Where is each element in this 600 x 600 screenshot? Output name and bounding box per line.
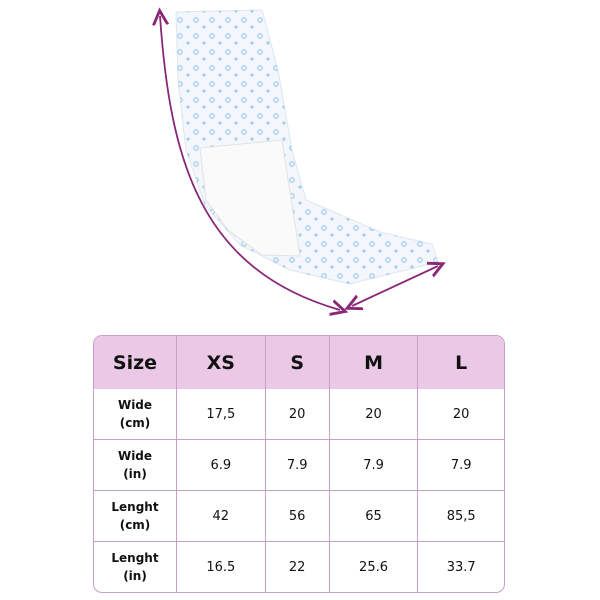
table-cell: 7.9	[418, 440, 504, 491]
table-row: Wide (in) 6.9 7.9 7.9 7.9	[94, 440, 504, 491]
row-label-line: (cm)	[119, 416, 151, 430]
row-label-line: (in)	[123, 569, 147, 583]
header-cell: Size	[94, 336, 177, 389]
table-cell: 42	[177, 491, 266, 542]
header-cell: L	[418, 336, 504, 389]
table-cell: 22	[266, 542, 330, 592]
table-cell: 20	[418, 389, 504, 440]
table-cell: 16.5	[177, 542, 266, 592]
table-cell: 25.6	[330, 542, 419, 592]
row-label: Wide (cm)	[94, 389, 177, 440]
table-cell: 17,5	[177, 389, 266, 440]
size-table: Size XS S M L Wide (cm) 17,5 20 20 20 Wide (in) 6.9 7…	[93, 335, 505, 593]
table-cell: 85,5	[418, 491, 504, 542]
row-label: Wide (in)	[94, 440, 177, 491]
row-label-line: Lenght	[111, 500, 159, 514]
row-label-line: (in)	[123, 467, 147, 481]
table-cell: 20	[329, 389, 419, 440]
table-row: Wide (cm) 17,5 20 20 20	[94, 389, 504, 440]
table-row: Lenght (in) 16.5 22 25.6 33.7	[94, 542, 504, 592]
row-label-line: Wide	[117, 449, 153, 463]
header-row: Size XS S M L	[94, 336, 504, 389]
row-label-line: (cm)	[119, 518, 151, 532]
row-label: Lenght (cm)	[94, 491, 177, 542]
table-cell: 56	[265, 491, 330, 542]
row-label-line: Lenght	[111, 551, 159, 565]
row-label: Lenght (in)	[94, 542, 177, 592]
table-cell: 65	[329, 491, 419, 542]
header-cell: S	[265, 336, 330, 389]
header-cell: XS	[177, 336, 266, 389]
product-picture	[0, 0, 600, 330]
table-cell: 7.9	[329, 440, 419, 491]
row-label-line: Wide	[117, 398, 153, 412]
header-cell: M	[329, 336, 419, 389]
table-cell: 7.9	[265, 440, 330, 491]
table-cell: 6.9	[177, 440, 266, 491]
table-cell: 20	[265, 389, 330, 440]
table-row: Lenght (cm) 42 56 65 85,5	[94, 491, 504, 542]
table-cell: 33.7	[446, 559, 476, 575]
